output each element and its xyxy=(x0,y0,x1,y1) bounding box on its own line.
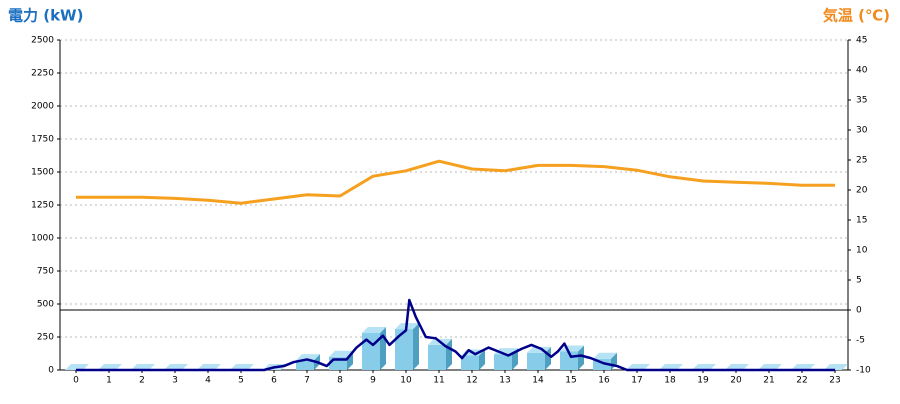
bar xyxy=(428,338,452,370)
y-tick-label: 1000 xyxy=(31,234,54,244)
bar-face xyxy=(296,360,314,370)
bar xyxy=(692,364,716,370)
bar-face xyxy=(362,333,380,370)
power-line xyxy=(76,298,835,372)
x-tick-label: 19 xyxy=(697,376,709,386)
bar-face xyxy=(461,355,479,370)
y2-tick-label: 10 xyxy=(856,246,868,256)
y2-tick-label: 30 xyxy=(856,126,868,136)
x-tick-label: 10 xyxy=(400,376,412,386)
bar-face xyxy=(791,364,815,370)
bar-face xyxy=(692,364,716,370)
bar-face xyxy=(479,349,485,370)
x-tick-label: 16 xyxy=(598,376,610,386)
y-tick-label: 1750 xyxy=(31,135,54,145)
x-tick-label: 4 xyxy=(205,376,211,386)
bar xyxy=(791,364,815,370)
y-tick-label: 0 xyxy=(48,366,54,376)
x-tick-label: 13 xyxy=(499,376,510,386)
bar xyxy=(758,364,782,370)
bar xyxy=(164,364,188,370)
bar-face xyxy=(65,364,89,370)
bar xyxy=(362,327,386,370)
bar-face xyxy=(98,364,122,370)
bar xyxy=(824,364,848,370)
bar-face xyxy=(362,327,386,334)
bar-face xyxy=(329,350,353,357)
bar xyxy=(725,364,749,370)
y-tick-label: 1250 xyxy=(31,201,54,211)
y-tick-label: 2250 xyxy=(31,69,54,79)
y2-tick-label: -10 xyxy=(856,366,871,376)
bar xyxy=(131,364,155,370)
bar xyxy=(65,364,89,370)
x-tick-label: 6 xyxy=(271,376,277,386)
x-tick-label: 22 xyxy=(796,376,807,386)
x-tick-label: 0 xyxy=(73,376,79,386)
y-tick-label: 750 xyxy=(37,267,54,277)
y2-tick-label: 25 xyxy=(856,156,867,166)
y2-tick-label: 45 xyxy=(856,36,867,46)
y-tick-label: 500 xyxy=(37,300,54,310)
y-axis-title: 電力 (kW) xyxy=(8,7,83,25)
y2-tick-label: 35 xyxy=(856,96,867,106)
bar-face xyxy=(824,364,848,370)
x-tick-label: 2 xyxy=(139,376,145,386)
x-tick-label: 18 xyxy=(664,376,676,386)
x-tick-label: 12 xyxy=(466,376,477,386)
x-tick-label: 21 xyxy=(763,376,774,386)
bar-face xyxy=(758,364,782,370)
x-tick-label: 5 xyxy=(238,376,244,386)
y2-axis-title: 気温 (℃) xyxy=(823,7,890,25)
bar-face xyxy=(428,344,446,370)
x-tick-label: 20 xyxy=(730,376,742,386)
y-tick-label: 2000 xyxy=(31,102,54,112)
y-tick-label: 2500 xyxy=(31,36,54,46)
y-tick-label: 250 xyxy=(37,333,54,343)
x-tick-label: 14 xyxy=(532,376,544,386)
x-tick-label: 1 xyxy=(106,376,112,386)
x-tick-label: 3 xyxy=(172,376,178,386)
y2-tick-label: 15 xyxy=(856,216,867,226)
x-tick-label: 8 xyxy=(337,376,343,386)
bar xyxy=(197,364,221,370)
bar xyxy=(626,364,650,370)
bar xyxy=(230,364,254,370)
bar-face xyxy=(296,354,320,361)
y2-tick-label: 0 xyxy=(856,306,862,316)
y2-tick-label: -5 xyxy=(856,336,865,346)
x-tick-label: 11 xyxy=(433,376,444,386)
x-tick-label: 7 xyxy=(304,376,310,386)
x-tick-label: 9 xyxy=(370,376,376,386)
y2-tick-label: 20 xyxy=(856,186,868,196)
bar-face xyxy=(413,323,419,370)
y-tick-label: 1500 xyxy=(31,168,54,178)
bar-face xyxy=(578,345,584,370)
x-tick-label: 17 xyxy=(631,376,642,386)
bar-face xyxy=(395,329,413,370)
bar-face xyxy=(494,354,512,370)
bar xyxy=(395,323,419,370)
bar xyxy=(98,364,122,370)
bar xyxy=(659,364,683,370)
x-tick-label: 23 xyxy=(829,376,840,386)
bar-face xyxy=(593,358,611,370)
bar-face xyxy=(527,352,545,370)
bar-face xyxy=(164,364,188,370)
temperature-line xyxy=(76,159,835,205)
bar-face xyxy=(659,364,683,370)
bar-face xyxy=(593,352,617,359)
bar-face xyxy=(626,364,650,370)
bar-face xyxy=(131,364,155,370)
y2-tick-label: 40 xyxy=(856,66,868,76)
bar-face xyxy=(230,364,254,370)
x-tick-label: 15 xyxy=(565,376,576,386)
bar-face xyxy=(197,364,221,370)
bar-face xyxy=(725,364,749,370)
bar-face xyxy=(380,327,386,370)
y2-tick-label: 5 xyxy=(856,276,862,286)
bar xyxy=(527,346,551,370)
